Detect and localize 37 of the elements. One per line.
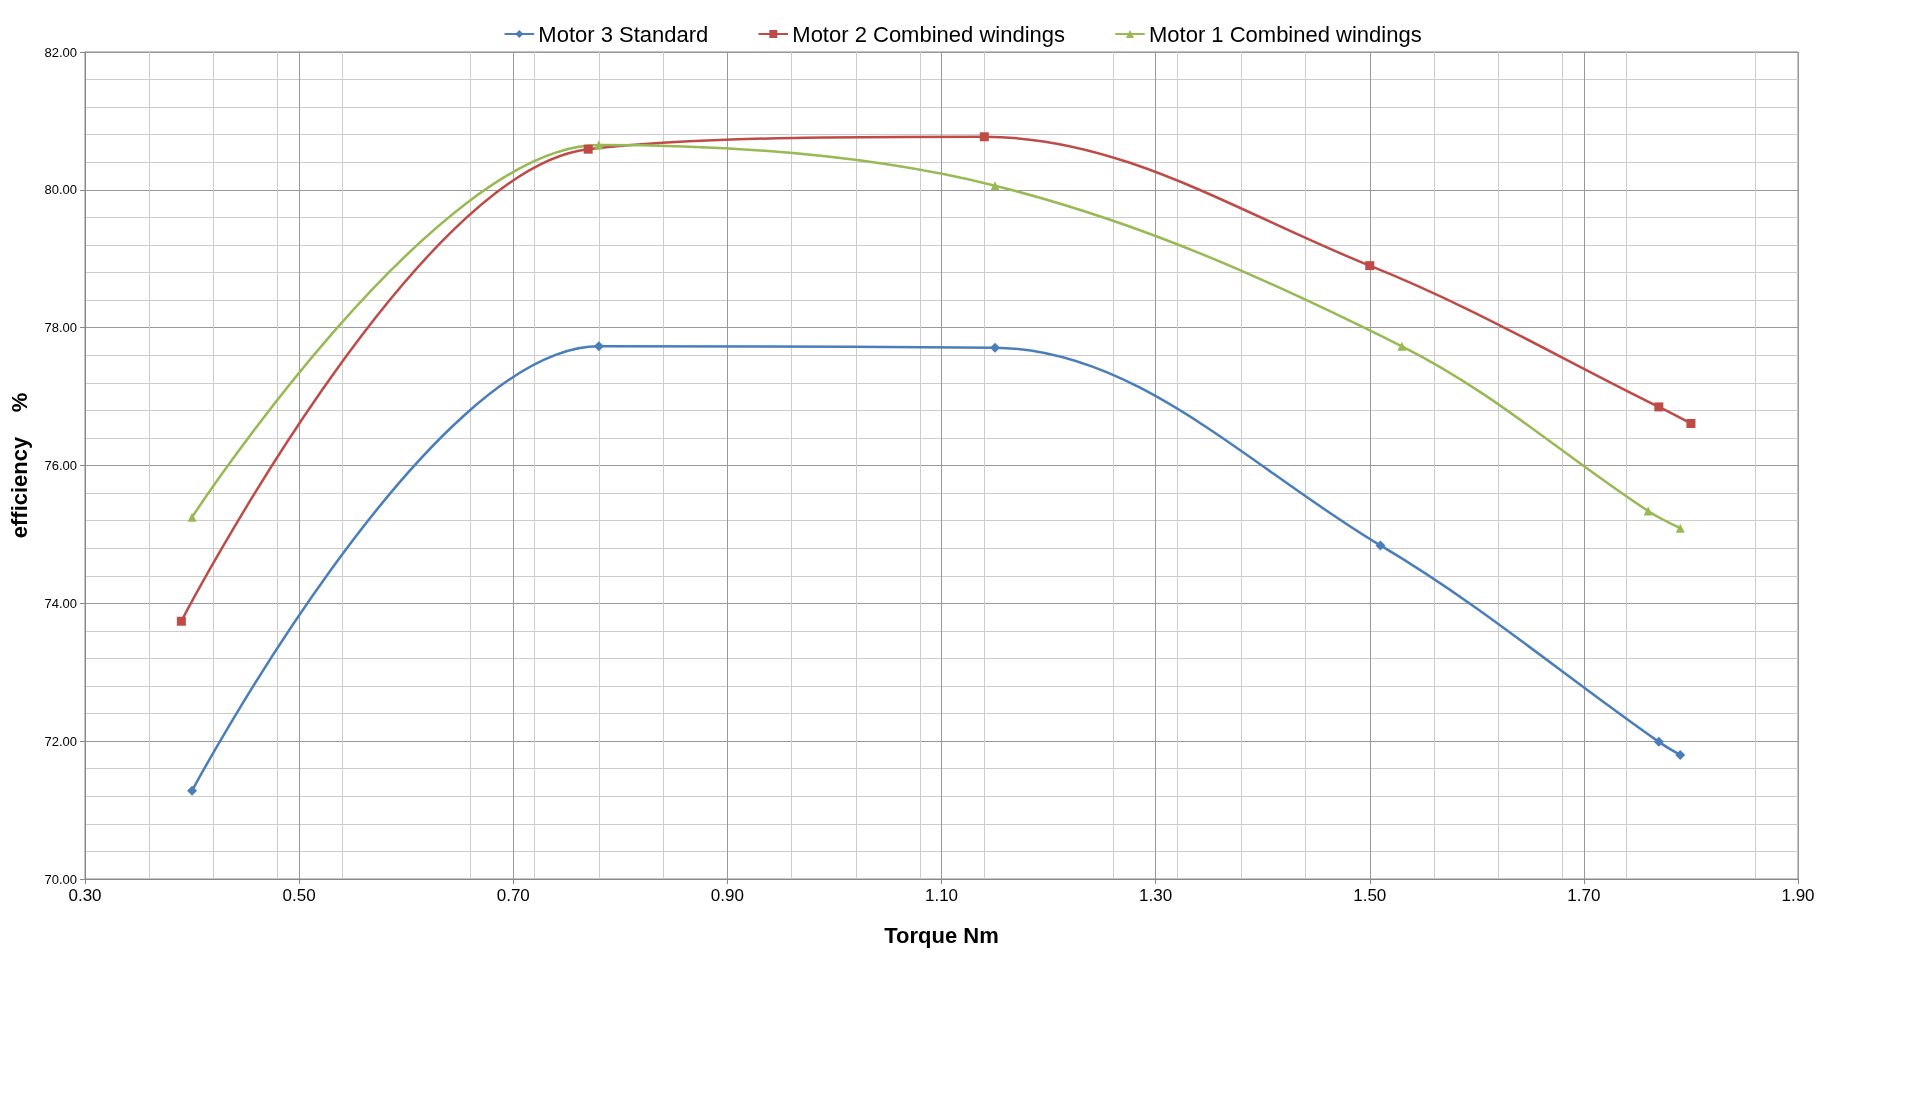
point xyxy=(1654,402,1664,412)
point xyxy=(979,132,989,142)
y-tick-label: 82.00 xyxy=(44,44,77,60)
y-tick-label: 70.00 xyxy=(44,871,77,887)
point xyxy=(1686,418,1696,428)
x-axis-title: Torque Nm xyxy=(884,922,999,948)
point xyxy=(187,785,198,796)
x-tick-label: 0.70 xyxy=(496,886,530,905)
y-tick-label: 80.00 xyxy=(44,182,77,198)
x-tick-label: 1.70 xyxy=(1567,886,1601,905)
x-tick-label: 0.50 xyxy=(282,886,316,905)
y-tick-label: 76.00 xyxy=(44,458,77,473)
x-tick-label: 1.50 xyxy=(1353,886,1387,905)
point xyxy=(187,512,197,522)
point xyxy=(1675,749,1686,760)
y-axis-title: efficiency % xyxy=(6,392,32,539)
point xyxy=(1675,523,1685,533)
x-tick-label: 0.30 xyxy=(68,886,102,905)
point xyxy=(990,181,1000,191)
point xyxy=(1365,261,1375,271)
point xyxy=(583,144,593,154)
point xyxy=(594,140,604,150)
point xyxy=(593,341,604,352)
y-tick-label: 78.00 xyxy=(44,320,77,336)
point xyxy=(176,616,186,626)
x-tick-label: 0.90 xyxy=(710,886,744,905)
y-tick-label: 74.00 xyxy=(44,595,77,611)
legend-label: Motor 3 Standard xyxy=(538,21,709,47)
x-tick-label: 1.30 xyxy=(1139,886,1173,905)
x-tick-label: 1.90 xyxy=(1781,886,1815,905)
legend-label: Motor 2 Combined windings xyxy=(792,21,1065,47)
point xyxy=(1653,736,1664,747)
point xyxy=(1397,341,1407,351)
point xyxy=(1375,540,1386,551)
legend-label: Motor 1 Combined windings xyxy=(1148,21,1422,47)
y-tick-label: 72.00 xyxy=(44,733,77,749)
x-tick-label: 1.10 xyxy=(924,886,959,905)
